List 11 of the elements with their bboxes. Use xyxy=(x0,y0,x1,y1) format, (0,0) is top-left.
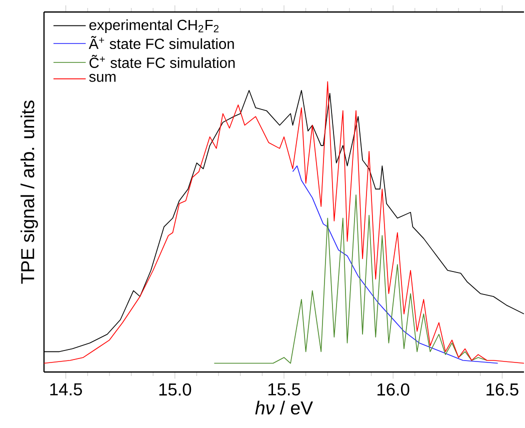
x-tick-label: 14.5 xyxy=(50,383,82,396)
x-tick-label: 16.5 xyxy=(486,383,518,396)
legend-label: Ã$^{+}$ state FC simulation xyxy=(88,36,234,50)
legend-label: experimental CH$_{2}$F$_{2}$ xyxy=(89,19,219,34)
y-axis-title: TPE signal / arb. units xyxy=(20,100,38,284)
legend-label: C̃$^{+}$ state FC simulation xyxy=(90,54,235,68)
x-tick-label: 16.0 xyxy=(378,383,410,396)
x-tick-label: 15.0 xyxy=(159,383,192,396)
x-axis-title: hν / eV xyxy=(255,400,313,415)
x-tick-label: 15.5 xyxy=(268,383,300,396)
legend-label: sum xyxy=(89,74,116,82)
